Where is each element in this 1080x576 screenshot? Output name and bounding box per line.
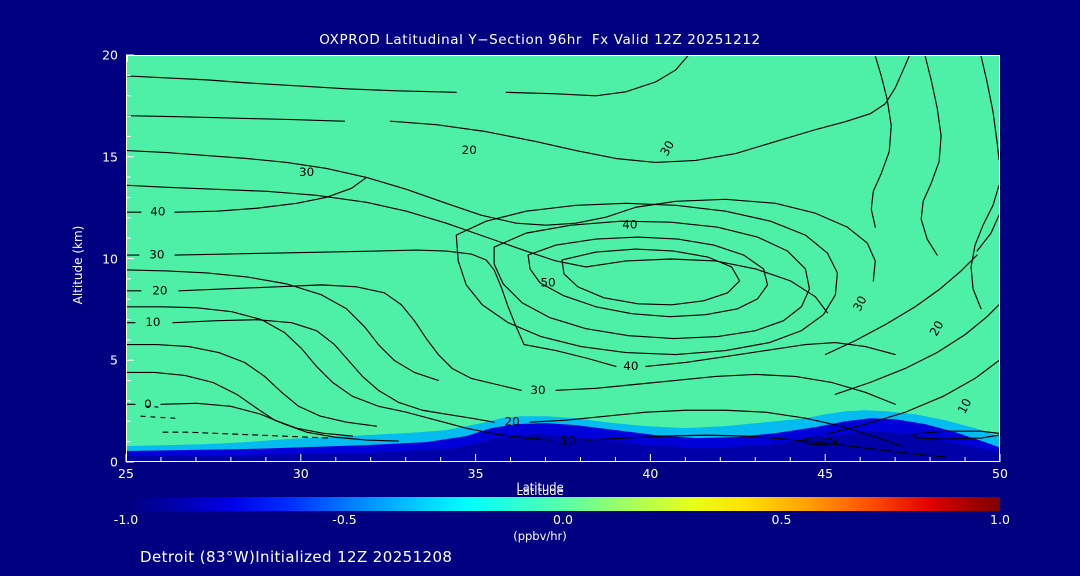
svg-text:20: 20 xyxy=(927,318,947,338)
x-axis-title: Latitude xyxy=(516,480,564,494)
y-tick-label: 15 xyxy=(102,149,118,165)
y-tick-label: 5 xyxy=(110,352,118,368)
svg-text:20: 20 xyxy=(152,283,167,297)
svg-text:30: 30 xyxy=(299,165,314,179)
x-tick-label: 30 xyxy=(292,466,309,481)
y-tick-label: 20 xyxy=(102,47,118,63)
x-tick-label: 25 xyxy=(118,466,134,481)
svg-text:30: 30 xyxy=(149,248,164,262)
contour-field: 20 30 30 40 40 50 30 30 20 20 10 40 10 3… xyxy=(127,56,999,461)
y-tick-label: 0 xyxy=(110,454,118,470)
x-tick-label: 40 xyxy=(642,466,659,481)
svg-text:40: 40 xyxy=(150,205,165,219)
y-axis-title: Altitude (km) xyxy=(71,225,85,305)
svg-text:30: 30 xyxy=(850,294,870,314)
svg-text:0: 0 xyxy=(144,397,152,411)
svg-text:20: 20 xyxy=(505,415,520,429)
x-tick-label: 50 xyxy=(992,466,1008,481)
contour-plot-area: 20 30 30 40 40 50 30 30 20 20 10 40 10 3… xyxy=(126,55,1000,462)
svg-text:10: 10 xyxy=(955,396,975,416)
colorbar-tick-label: -1.0 xyxy=(113,512,139,527)
colorbar-gradient xyxy=(126,497,1000,511)
x-tick-label: 35 xyxy=(467,466,484,481)
svg-text:50: 50 xyxy=(540,275,555,289)
svg-text:10: 10 xyxy=(145,315,160,329)
y-tick-label: 10 xyxy=(102,251,118,266)
svg-text:20: 20 xyxy=(462,143,477,157)
x-tick-label: 45 xyxy=(817,466,834,481)
colorbar-tick-label: 0.0 xyxy=(553,512,573,527)
svg-text:30: 30 xyxy=(530,383,545,397)
colorbar-units-label: (ppbv/hr) xyxy=(513,529,567,543)
svg-text:10: 10 xyxy=(560,434,575,448)
svg-text:40: 40 xyxy=(623,359,638,373)
colorbar-tick-label: -0.5 xyxy=(332,512,357,527)
colorbar-tick-label: 0.5 xyxy=(771,512,792,527)
colorbar-top-label: Latitude xyxy=(516,484,564,498)
colorbar[interactable] xyxy=(126,497,1000,511)
colorbar-tick-label: 1.0 xyxy=(990,512,1010,527)
figure-caption: Detroit (83°W)Initialized 12Z 20251208 xyxy=(140,548,453,566)
svg-text:30: 30 xyxy=(657,138,677,158)
svg-text:40: 40 xyxy=(622,218,637,232)
figure-title: OXPROD Latitudinal Y−Section 96hr Fx Val… xyxy=(319,32,761,48)
